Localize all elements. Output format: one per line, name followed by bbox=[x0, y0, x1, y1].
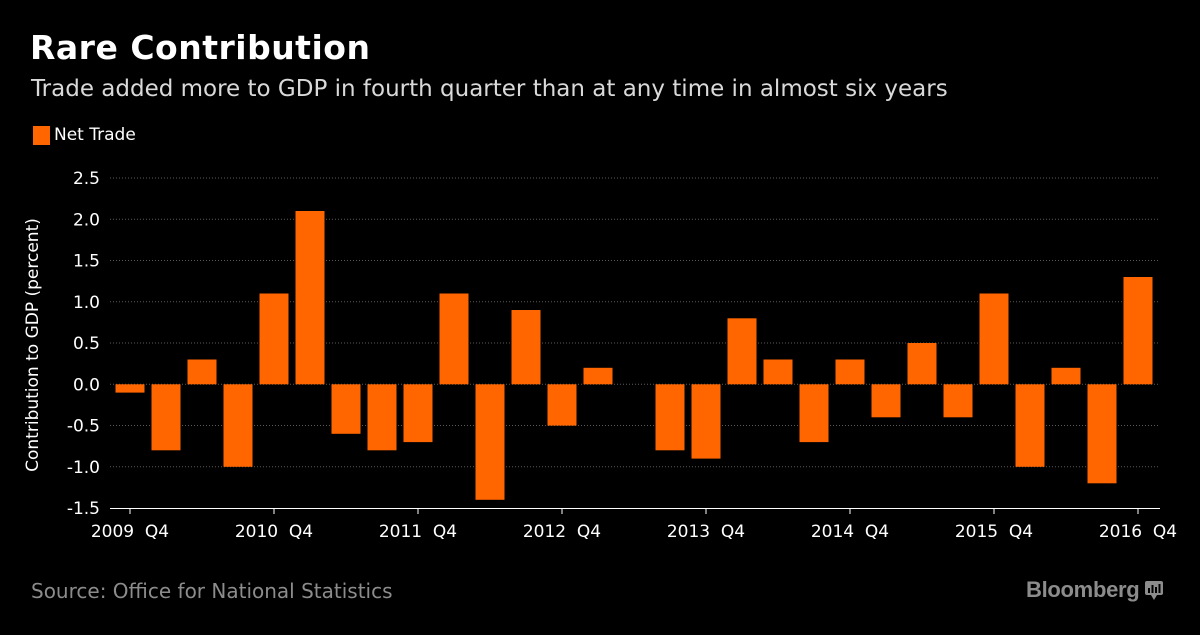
bar-2013-q4 bbox=[691, 384, 721, 459]
bar-2015-q4 bbox=[979, 293, 1009, 385]
bar-2014-q3 bbox=[799, 384, 829, 443]
chart-legend: Net Trade bbox=[33, 124, 136, 146]
bar-2014-q2 bbox=[763, 359, 793, 385]
bar-2014-q4 bbox=[835, 359, 865, 385]
bar-2010-q2 bbox=[187, 359, 217, 385]
y-tick-label: -0.5 bbox=[67, 417, 100, 437]
y-tick-label: 2.5 bbox=[73, 169, 100, 189]
y-tick-label: -1.5 bbox=[67, 499, 100, 519]
bars bbox=[115, 211, 1153, 500]
bar-2012-q1 bbox=[439, 293, 469, 385]
x-axis: 2009 Q4 2010 Q4 2011 Q4 2012 Q4 2013 Q4 2014 … bbox=[91, 508, 1177, 542]
bar-2010-q1 bbox=[151, 384, 181, 451]
brand-name: Bloomberg bbox=[1026, 577, 1140, 602]
legend-swatch-net-trade bbox=[33, 125, 50, 145]
y-axis-tick-labels: 2.5 2.0 1.5 1.0 0.5 0.0 -0.5 -1.0 -1.5 bbox=[67, 169, 100, 519]
source-note: Source: Office for National Statistics bbox=[31, 579, 393, 603]
bar-2009-q4 bbox=[115, 384, 145, 393]
bar-2016-q3 bbox=[1087, 384, 1117, 484]
bar-2012-q3 bbox=[511, 310, 541, 385]
x-tick-label: 2010 Q4 bbox=[235, 522, 313, 542]
x-tick-label: 2016 Q4 bbox=[1099, 522, 1177, 542]
y-axis-label: Contribution to GDP (percent) bbox=[23, 218, 43, 472]
y-tick-label: 1.0 bbox=[73, 293, 100, 313]
bar-2010-q4 bbox=[259, 293, 289, 385]
bar-2016-q2 bbox=[1051, 367, 1081, 385]
brand-logo: Bloomberg bbox=[1026, 577, 1164, 603]
bar-2010-q3 bbox=[223, 384, 253, 467]
chart-title: Rare Contribution bbox=[30, 28, 371, 67]
bar-2012-q4 bbox=[547, 384, 577, 426]
y-tick-label: 0.0 bbox=[73, 375, 100, 395]
y-tick-label: -1.0 bbox=[67, 458, 100, 478]
x-tick-label: 2009 Q4 bbox=[91, 522, 169, 542]
y-tick-label: 1.5 bbox=[73, 252, 100, 272]
bar-2011-q1 bbox=[295, 211, 325, 385]
x-tick-label: 2012 Q4 bbox=[523, 522, 601, 542]
y-tick-label: 0.5 bbox=[73, 334, 100, 354]
bar-2015-q2 bbox=[907, 343, 937, 385]
bar-2012-q2 bbox=[475, 384, 505, 500]
bar-2015-q1 bbox=[871, 384, 901, 418]
bar-2011-q4 bbox=[403, 384, 433, 443]
bar-2014-q1 bbox=[727, 318, 757, 385]
x-tick-label: 2014 Q4 bbox=[811, 522, 889, 542]
bloomberg-chart-icon bbox=[1145, 581, 1164, 600]
bar-2013-q3 bbox=[655, 384, 685, 451]
bar-2016-q1 bbox=[1015, 384, 1045, 467]
bar-2011-q3 bbox=[367, 384, 397, 451]
y-tick-label: 2.0 bbox=[73, 210, 100, 230]
bar-2013-q1 bbox=[583, 367, 613, 385]
legend-label-net-trade: Net Trade bbox=[54, 125, 136, 145]
bar-2015-q3 bbox=[943, 384, 973, 418]
bar-2016-q4 bbox=[1123, 277, 1153, 385]
x-tick-label: 2013 Q4 bbox=[667, 522, 745, 542]
chart-subtitle: Trade added more to GDP in fourth quarte… bbox=[31, 76, 948, 102]
x-tick-label: 2015 Q4 bbox=[955, 522, 1033, 542]
bar-2011-q2 bbox=[331, 384, 361, 434]
x-tick-label: 2011 Q4 bbox=[379, 522, 457, 542]
